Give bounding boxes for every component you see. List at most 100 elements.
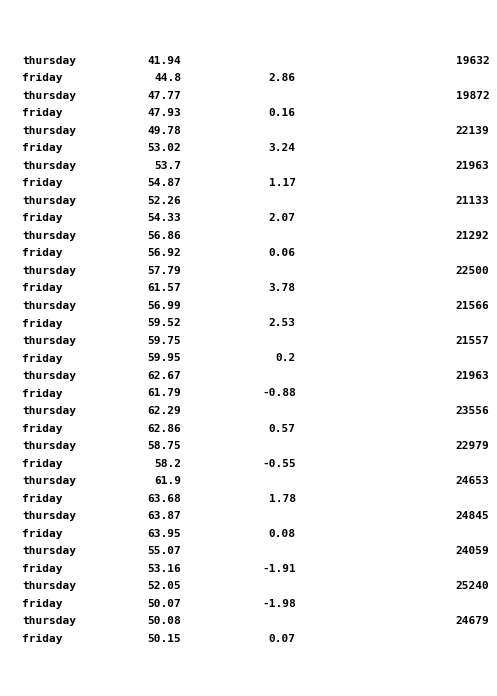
Text: 47.77: 47.77 xyxy=(148,91,181,101)
Text: 0.57: 0.57 xyxy=(269,423,296,434)
Text: 24653: 24653 xyxy=(456,476,490,486)
Text: 22500: 22500 xyxy=(456,266,490,276)
Text: friday: friday xyxy=(22,599,63,608)
Text: 21566: 21566 xyxy=(456,301,490,311)
Text: friday: friday xyxy=(22,459,63,468)
Text: friday: friday xyxy=(22,74,63,84)
Text: friday: friday xyxy=(22,319,63,329)
Text: friday: friday xyxy=(22,109,63,118)
Text: 49.78: 49.78 xyxy=(148,126,181,136)
Text: 54.33: 54.33 xyxy=(148,214,181,223)
Text: -1.98: -1.98 xyxy=(262,599,296,608)
Text: 24679: 24679 xyxy=(456,616,490,626)
Text: 25240: 25240 xyxy=(456,581,490,591)
Text: 52.05: 52.05 xyxy=(148,581,181,591)
Text: 62.67: 62.67 xyxy=(148,371,181,381)
Text: 0.2: 0.2 xyxy=(275,354,296,363)
Text: 61.79: 61.79 xyxy=(148,388,181,399)
Text: 1.17: 1.17 xyxy=(269,178,296,189)
Text: 3.78: 3.78 xyxy=(269,283,296,294)
Text: 0.16: 0.16 xyxy=(269,109,296,118)
Text: 53.16: 53.16 xyxy=(148,564,181,574)
Text: 0.06: 0.06 xyxy=(269,248,296,258)
Text: friday: friday xyxy=(22,633,63,644)
Text: 47.93: 47.93 xyxy=(148,109,181,118)
Text: 24059: 24059 xyxy=(456,546,490,556)
Text: 63.87: 63.87 xyxy=(148,511,181,521)
Text: friday: friday xyxy=(22,214,63,223)
Text: friday: friday xyxy=(22,178,63,189)
Text: thursday: thursday xyxy=(22,56,77,66)
Text: friday: friday xyxy=(22,528,63,539)
Text: 19632: 19632 xyxy=(456,56,490,66)
Text: thursday: thursday xyxy=(22,196,77,206)
Text: -0.88: -0.88 xyxy=(262,388,296,399)
Text: thursday: thursday xyxy=(22,91,77,101)
Text: 53.02: 53.02 xyxy=(148,143,181,153)
Text: thursday: thursday xyxy=(22,301,77,311)
Text: 21963: 21963 xyxy=(456,371,490,381)
Text: friday: friday xyxy=(22,493,63,503)
Text: 52.26: 52.26 xyxy=(148,196,181,206)
Text: 55.07: 55.07 xyxy=(148,546,181,556)
Text: -0.55: -0.55 xyxy=(262,459,296,468)
Text: thursday: thursday xyxy=(22,231,77,241)
Text: 21133: 21133 xyxy=(456,196,490,206)
Text: thursday: thursday xyxy=(22,581,77,591)
Text: 56.92: 56.92 xyxy=(148,248,181,258)
Text: 59.95: 59.95 xyxy=(148,354,181,363)
Text: 62.86: 62.86 xyxy=(148,423,181,434)
Text: thursday: thursday xyxy=(22,406,77,416)
Text: thursday: thursday xyxy=(22,441,77,451)
Text: 54.87: 54.87 xyxy=(148,178,181,189)
Text: 58.75: 58.75 xyxy=(148,441,181,451)
Text: 21963: 21963 xyxy=(456,161,490,171)
Text: 50.07: 50.07 xyxy=(148,599,181,608)
Text: 2.07: 2.07 xyxy=(269,214,296,223)
Text: 24845: 24845 xyxy=(456,511,490,521)
Text: 0.07: 0.07 xyxy=(269,633,296,644)
Text: thursday: thursday xyxy=(22,371,77,381)
Text: friday: friday xyxy=(22,564,63,574)
Text: 63.68: 63.68 xyxy=(148,493,181,503)
Text: 59.52: 59.52 xyxy=(148,319,181,329)
Text: thursday: thursday xyxy=(22,546,77,556)
Text: 56.99: 56.99 xyxy=(148,301,181,311)
Text: 63.95: 63.95 xyxy=(148,528,181,539)
Text: thursday: thursday xyxy=(22,616,77,626)
Text: 22139: 22139 xyxy=(456,126,490,136)
Text: thursday: thursday xyxy=(22,161,77,171)
Text: thursday: thursday xyxy=(22,266,77,276)
Text: friday: friday xyxy=(22,423,63,434)
Text: 59.75: 59.75 xyxy=(148,336,181,346)
Text: 0.08: 0.08 xyxy=(269,528,296,539)
Text: friday: friday xyxy=(22,388,63,399)
Text: 1.78: 1.78 xyxy=(269,493,296,503)
Text: 56.86: 56.86 xyxy=(148,231,181,241)
Text: 57.79: 57.79 xyxy=(148,266,181,276)
Text: 61.9: 61.9 xyxy=(155,476,181,486)
Text: 61.57: 61.57 xyxy=(148,283,181,294)
Text: 53.7: 53.7 xyxy=(155,161,181,171)
Text: 21557: 21557 xyxy=(456,336,490,346)
Text: thursday: thursday xyxy=(22,126,77,136)
Text: friday: friday xyxy=(22,354,63,363)
Text: 58.2: 58.2 xyxy=(155,459,181,468)
Text: 50.08: 50.08 xyxy=(148,616,181,626)
Text: 22979: 22979 xyxy=(456,441,490,451)
Text: thursday: thursday xyxy=(22,511,77,521)
Text: friday: friday xyxy=(22,283,63,294)
Text: 2.53: 2.53 xyxy=(269,319,296,329)
Text: 50.15: 50.15 xyxy=(148,633,181,644)
Text: thursday: thursday xyxy=(22,336,77,346)
Text: 23556: 23556 xyxy=(456,406,490,416)
Text: 62.29: 62.29 xyxy=(148,406,181,416)
Text: 21292: 21292 xyxy=(456,231,490,241)
Text: friday: friday xyxy=(22,143,63,154)
Text: 19872: 19872 xyxy=(456,91,490,101)
Text: friday: friday xyxy=(22,248,63,258)
Text: 44.8: 44.8 xyxy=(155,74,181,84)
Text: 41.94: 41.94 xyxy=(148,56,181,66)
Text: 3.24: 3.24 xyxy=(269,143,296,153)
Text: 2.86: 2.86 xyxy=(269,74,296,84)
